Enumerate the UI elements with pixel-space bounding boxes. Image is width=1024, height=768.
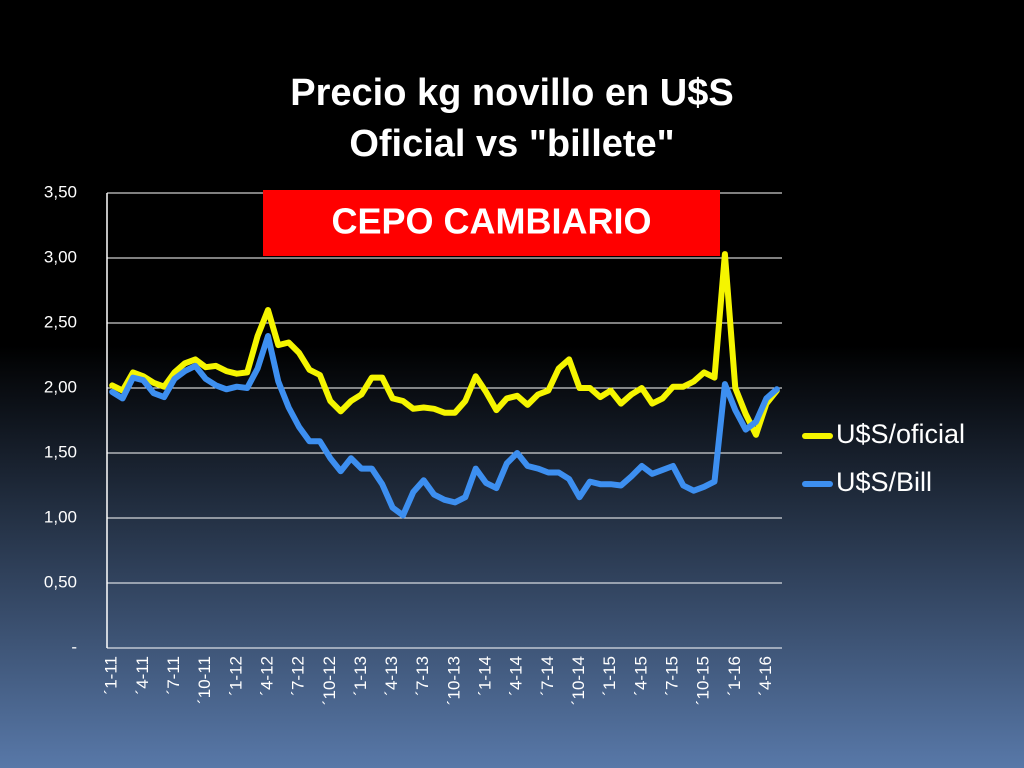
y-tick-label: 1,50: [44, 442, 77, 461]
x-tick-label: ´7-12: [289, 656, 308, 696]
y-tick-label: 3,50: [44, 182, 77, 201]
x-tick-label: ´7-13: [413, 656, 432, 696]
x-tick-label: ´1-16: [725, 656, 744, 696]
x-tick-label: ´4-13: [382, 656, 401, 696]
legend-label: U$S/Bill: [836, 467, 932, 497]
x-tick-label: ´4-16: [756, 656, 775, 696]
x-tick-label: ´10-15: [694, 656, 713, 705]
x-tick-label: ´1-14: [476, 656, 495, 696]
y-tick-label: 0,50: [44, 572, 77, 591]
x-tick-label: ´4-15: [631, 656, 650, 696]
x-tick-label: ´7-11: [164, 656, 183, 694]
x-tick-label: ´1-12: [226, 656, 245, 696]
y-tick-label: -: [71, 637, 77, 656]
y-tick-label: 2,00: [44, 377, 77, 396]
x-tick-label: ´4-11: [133, 656, 152, 694]
chart-title: Precio kg novillo en U$S: [290, 72, 733, 114]
x-tick-label: ´7-14: [538, 656, 557, 696]
x-tick-label: ´1-11: [102, 656, 121, 694]
line: [109, 333, 780, 519]
legend-label: U$S/oficial: [836, 419, 965, 449]
annotation: CEPO CAMBIARIO: [331, 201, 651, 242]
x-tick-label: ´4-14: [507, 656, 526, 696]
y-tick-label: 2,50: [44, 312, 77, 331]
line: [109, 251, 780, 438]
annotation-box: [263, 190, 720, 256]
y-tick-label: 3,00: [44, 247, 77, 266]
chart-subtitle: Oficial vs "billete": [349, 123, 674, 165]
x-tick-label: ´10-13: [444, 656, 463, 705]
x-tick-label: ´1-13: [351, 656, 370, 696]
x-tick-label: ´10-14: [569, 656, 588, 705]
x-tick-label: ´4-12: [257, 656, 276, 696]
x-tick-label: ´1-15: [600, 656, 619, 696]
y-tick-label: 1,00: [44, 507, 77, 526]
x-tick-label: ´10-11: [195, 656, 214, 704]
x-tick-label: ´10-12: [320, 656, 339, 705]
x-tick-label: ´7-15: [662, 656, 681, 696]
